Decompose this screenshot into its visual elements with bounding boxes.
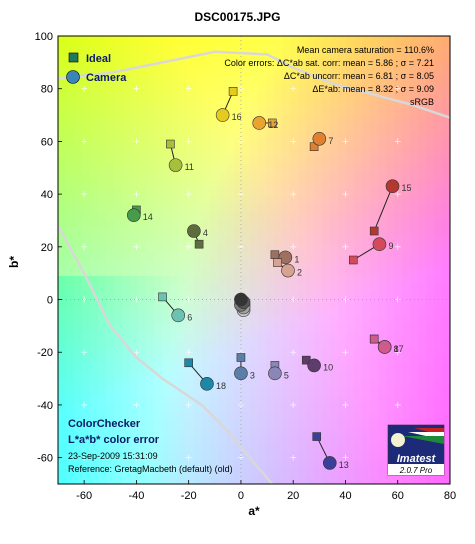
point-label: 10: [323, 362, 333, 372]
logo-version: 2.0.7 Pro: [399, 466, 433, 475]
camera-marker: [171, 308, 186, 323]
gamut-curve-left: [58, 225, 274, 484]
stats-sat-corr: Color errors: ΔC*ab sat. corr: mean = 5.…: [224, 58, 434, 68]
camera-marker: [377, 340, 392, 354]
camera-marker: [234, 292, 248, 307]
ideal-marker: [236, 353, 246, 362]
y-axis-label: b*: [7, 256, 21, 268]
ideal-marker: [369, 226, 379, 236]
footer-date: 23-Sep-2009 15:31:09: [68, 451, 158, 461]
point-label: 9: [388, 241, 393, 251]
point-label: 4: [203, 228, 208, 238]
point-label: 1: [294, 254, 299, 264]
ideal-marker: [184, 358, 193, 368]
x-tick-label: -40: [128, 490, 144, 502]
camera-marker: [312, 131, 327, 146]
axis-ticks: -60 -40 -20 0 20 40 60 80 -60 -40 -20 0 20 40 60 80 100: [35, 31, 456, 502]
x-axis-label: a*: [248, 504, 260, 518]
camera-marker: [372, 237, 387, 251]
ideal-marker: [273, 258, 282, 267]
legend-camera-marker: [66, 70, 80, 84]
camera-marker: [281, 263, 295, 278]
gamut-curve-top: [58, 50, 450, 119]
x-tick-label: 40: [339, 490, 351, 502]
y-tick-label: 60: [41, 136, 53, 148]
camera-marker: [187, 224, 201, 238]
footer-reference: Reference: GretagMacbeth (default) (old): [68, 464, 233, 474]
x-tick-label: -20: [181, 490, 197, 502]
y-tick-label: 0: [47, 295, 53, 307]
ideal-marker: [194, 239, 204, 249]
camera-marker: [252, 116, 267, 130]
ideal-marker: [349, 255, 358, 265]
point-label: 2: [297, 268, 302, 278]
camera-marker: [126, 208, 141, 222]
footer-block: ColorChecker L*a*b* color error 23-Sep-2…: [68, 418, 233, 474]
y-tick-label: 40: [41, 189, 53, 201]
y-tick-label: -20: [37, 347, 53, 359]
logo-text: Imatest: [397, 453, 437, 465]
ideal-marker: [228, 87, 238, 96]
x-tick-label: 80: [444, 490, 456, 502]
y-tick-label: -60: [37, 453, 53, 465]
y-tick-label: -40: [37, 400, 53, 412]
stats-colorspace: sRGB: [410, 97, 434, 107]
legend-camera-label: Camera: [86, 72, 127, 84]
point-label: 17: [394, 344, 404, 354]
plot-frame: [57, 35, 451, 485]
point-label: 11: [185, 162, 194, 172]
stats-uncorr: ΔC*ab uncorr: mean = 6.81 ; σ = 8.05: [284, 71, 434, 81]
ideal-marker: [369, 334, 379, 344]
x-tick-label: 20: [287, 490, 299, 502]
point-label: 6: [187, 312, 192, 322]
point-label: 18: [216, 381, 226, 391]
gamut-curves: [58, 50, 450, 484]
y-tick-label: 80: [41, 84, 53, 96]
ideal-marker: [270, 250, 280, 260]
legend-ideal-marker: [68, 52, 79, 63]
point-label: 7: [328, 136, 333, 146]
point-label: 3: [250, 370, 255, 380]
camera-marker: [268, 366, 282, 381]
point-label: 16: [232, 112, 242, 122]
imatest-logo: Imatest 2.0.7 Pro: [387, 424, 445, 476]
stats-saturation: Mean camera saturation = 110.6%: [297, 45, 434, 55]
ideal-marker: [166, 139, 175, 149]
camera-marker: [385, 179, 400, 194]
x-tick-label: 60: [392, 490, 404, 502]
x-tick-label: 0: [238, 490, 244, 502]
stats-delta-e: ΔE*ab: mean = 8.32 ; σ = 9.09: [312, 84, 434, 94]
ideal-marker: [267, 118, 277, 128]
point-label: 15: [402, 183, 412, 193]
legend-ideal-label: Ideal: [86, 53, 111, 65]
camera-marker: [322, 456, 337, 470]
legend: Ideal Camera: [66, 52, 127, 84]
point-label: 12: [268, 120, 278, 130]
point-label: 5: [284, 370, 289, 380]
camera-marker: [278, 250, 293, 265]
point-label: 13: [339, 460, 349, 470]
camera-marker: [215, 108, 230, 122]
camera-marker: [168, 158, 183, 172]
x-tick-label: -60: [76, 490, 92, 502]
y-tick-label: 100: [35, 31, 53, 43]
stats-block: Mean camera saturation = 110.6% Color er…: [224, 45, 434, 107]
point-label: 8: [394, 344, 399, 354]
camera-marker: [234, 366, 248, 381]
error-line: [373, 186, 393, 232]
ideal-marker: [312, 432, 322, 441]
footer-chart-name: ColorChecker: [68, 418, 141, 430]
camera-marker: [200, 377, 214, 391]
chart-title: DSC00175.JPG: [194, 10, 281, 24]
y-tick-label: 20: [41, 242, 53, 254]
footer-subtitle: L*a*b* color error: [68, 434, 160, 446]
ideal-marker: [158, 292, 167, 302]
point-label: 14: [143, 212, 153, 222]
camera-marker: [307, 358, 321, 373]
